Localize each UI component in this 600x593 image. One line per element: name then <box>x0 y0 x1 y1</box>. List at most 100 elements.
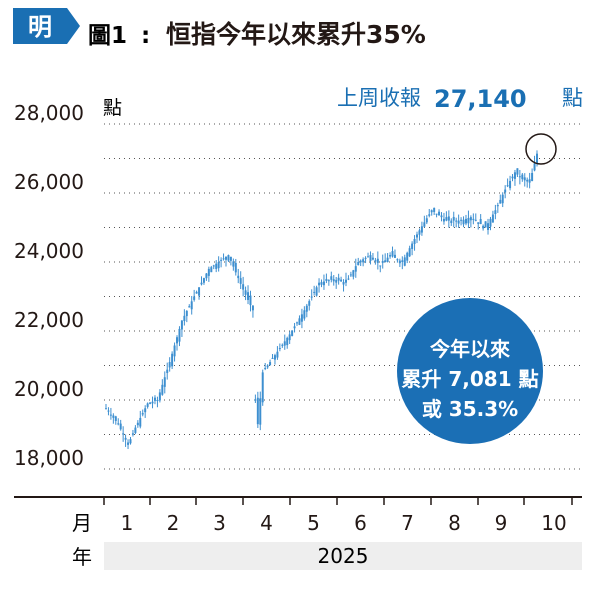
candle-body <box>381 261 384 263</box>
candle-body <box>376 258 379 263</box>
x-tick-label: 3 <box>213 511 226 535</box>
candle-body <box>457 220 460 224</box>
candle-body <box>300 314 303 322</box>
brand-logo-shape <box>13 8 80 44</box>
candle-body <box>411 243 414 249</box>
x-tick-label: 5 <box>307 511 320 535</box>
candle-body <box>318 282 321 286</box>
candle-body <box>445 217 448 221</box>
candle-body <box>504 189 507 193</box>
candle-body <box>151 401 154 404</box>
summary-badge: 今年以來 累升 7,081 點 或 35.3% <box>397 298 543 444</box>
candle-body <box>428 214 431 216</box>
candle-body <box>325 278 328 281</box>
candle-body <box>359 260 362 263</box>
candle-body <box>168 362 171 368</box>
candle-body <box>526 179 529 182</box>
candle-body <box>396 259 399 261</box>
summary-badge-circle <box>397 298 543 444</box>
candle-body <box>344 279 347 283</box>
candle-body <box>430 210 433 213</box>
candle-body <box>242 284 245 290</box>
summary-badge-line2: 累升 7,081 點 <box>401 367 538 391</box>
x-tick-label: 10 <box>541 511 566 535</box>
x-tick-label: 7 <box>401 511 414 535</box>
candle-body <box>335 279 338 283</box>
candle-body <box>479 219 482 225</box>
candle-body <box>212 265 215 267</box>
candle-body <box>237 275 240 279</box>
candle-body <box>501 194 504 204</box>
candle-body <box>315 287 318 296</box>
candle-body <box>320 282 323 285</box>
candle-body <box>499 199 502 204</box>
candle-body <box>474 219 477 221</box>
candle-body <box>322 281 325 286</box>
candle-body <box>354 266 357 272</box>
candle-body <box>435 213 438 215</box>
title-separator: : <box>141 23 150 49</box>
candle-body <box>413 239 416 244</box>
candle-body <box>455 220 458 222</box>
candle-body <box>193 296 196 300</box>
candle-body <box>276 351 279 358</box>
candle-body <box>438 211 441 216</box>
candle-body <box>420 226 423 233</box>
candle-body <box>200 282 203 285</box>
candle-body <box>401 260 404 262</box>
candle-body <box>271 357 274 359</box>
candle-body <box>398 260 401 264</box>
summary-badge-line1: 今年以來 <box>430 337 510 361</box>
candle-body <box>180 320 183 330</box>
candle-body <box>418 230 421 235</box>
year-label: 2025 <box>318 544 369 568</box>
candle-body <box>305 305 308 312</box>
candle-body <box>511 176 514 179</box>
candle-body <box>185 310 188 317</box>
candle-body <box>178 328 181 342</box>
candle-body <box>484 221 487 228</box>
last-close-label: 上周收報 <box>337 86 421 110</box>
candle-body <box>467 218 470 224</box>
candle-body <box>171 353 174 367</box>
candle-body <box>330 276 333 280</box>
price-series <box>105 150 538 450</box>
brand-logo-text: 明 <box>28 13 52 41</box>
candle-body <box>487 223 490 230</box>
candle-body <box>259 398 262 425</box>
candle-body <box>531 172 534 181</box>
candle-body <box>516 168 519 175</box>
candle-body <box>362 259 365 263</box>
candle-body <box>337 277 340 281</box>
candle-body <box>369 255 372 261</box>
candle-body <box>489 218 492 227</box>
candle-body <box>303 310 306 319</box>
candle-body <box>283 341 286 346</box>
candle-body <box>286 337 289 346</box>
candle-body <box>521 174 524 180</box>
candle-body <box>347 278 350 280</box>
y-axis: 28,000 26,000 24,000 22,000 20,000 18,000 <box>14 101 84 470</box>
candle-body <box>313 291 316 293</box>
candle-body <box>234 262 237 273</box>
candle-body <box>244 290 247 295</box>
candle-body <box>496 205 499 207</box>
candle-body <box>340 279 343 282</box>
candle-body <box>127 442 130 445</box>
candle-body <box>288 334 291 341</box>
candle-body <box>264 368 267 370</box>
candle-body <box>256 397 259 425</box>
candle-body <box>403 257 406 266</box>
candle-body <box>406 252 409 261</box>
x-tick-label: 4 <box>260 511 273 535</box>
candle-body <box>281 344 284 346</box>
last-close-annotation: 上周收報 27,140 點 <box>337 85 583 113</box>
candle-body <box>452 216 455 221</box>
candle-body <box>161 384 164 395</box>
candle-body <box>112 415 115 418</box>
candle-body <box>536 153 538 164</box>
candle-body <box>296 322 299 324</box>
brand-logo: 明 <box>13 8 80 44</box>
candle-body <box>393 254 396 258</box>
candle-body <box>129 439 132 444</box>
